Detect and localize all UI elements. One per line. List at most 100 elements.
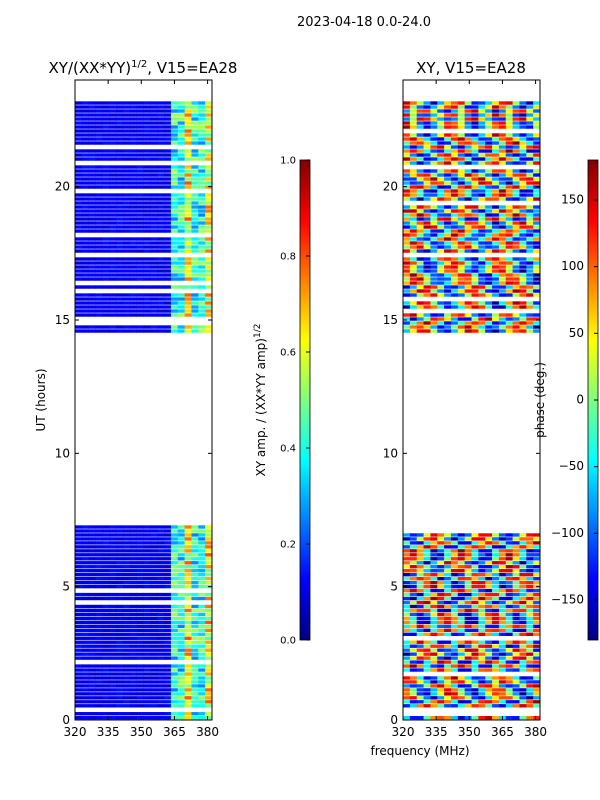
heatmap-cell bbox=[437, 561, 445, 565]
heatmap-cell bbox=[403, 265, 411, 269]
heatmap-cell bbox=[75, 553, 83, 557]
heatmap-cell bbox=[471, 321, 479, 325]
heatmap-cell bbox=[129, 545, 138, 549]
heatmap-cell bbox=[143, 557, 151, 561]
heatmap-cell bbox=[150, 704, 158, 708]
heatmap-cell bbox=[157, 177, 165, 181]
heatmap-cell bbox=[129, 716, 138, 720]
heatmap-cell bbox=[409, 541, 418, 545]
heatmap-cell bbox=[533, 321, 540, 325]
heatmap-cell bbox=[450, 533, 459, 537]
heatmap-cell bbox=[157, 165, 165, 169]
heatmap-cell bbox=[505, 696, 513, 700]
heatmap-cell bbox=[512, 265, 520, 269]
heatmap-cell bbox=[437, 620, 445, 625]
heatmap-cell bbox=[109, 688, 117, 692]
heatmap-cell bbox=[437, 584, 445, 589]
heatmap-cell bbox=[170, 157, 179, 161]
heatmap-cell bbox=[170, 285, 179, 289]
heatmap-cell bbox=[136, 684, 144, 688]
heatmap-cell bbox=[533, 121, 540, 125]
heatmap-cell bbox=[471, 573, 479, 577]
heatmap-cell bbox=[102, 305, 110, 309]
heatmap-cell bbox=[416, 109, 424, 113]
heatmap-cell bbox=[430, 592, 438, 597]
heatmap-cell bbox=[109, 181, 117, 185]
heatmap-cell bbox=[505, 624, 513, 629]
heatmap-cell bbox=[478, 612, 486, 617]
heatmap-cell bbox=[136, 692, 144, 696]
heatmap-cell bbox=[409, 545, 418, 549]
heatmap-cell bbox=[505, 169, 513, 173]
heatmap-cell bbox=[129, 628, 138, 633]
heatmap-cell bbox=[88, 201, 96, 205]
heatmap-cell bbox=[416, 596, 424, 601]
heatmap-cell bbox=[170, 576, 179, 581]
heatmap-cell bbox=[437, 277, 445, 281]
heatmap-cell bbox=[184, 261, 192, 265]
heatmap-cell bbox=[122, 137, 131, 141]
heatmap-cell bbox=[464, 233, 472, 237]
heatmap-cell bbox=[416, 569, 424, 573]
heatmap-cell bbox=[136, 125, 144, 129]
heatmap-cell bbox=[170, 592, 179, 597]
heatmap-cell bbox=[416, 640, 424, 644]
heatmap-cell bbox=[457, 696, 466, 700]
heatmap-cell bbox=[164, 592, 172, 597]
heatmap-cell bbox=[423, 269, 431, 273]
heatmap-cell bbox=[177, 117, 185, 121]
heatmap-cell bbox=[526, 293, 534, 297]
phase-colorbar-label: phase (deg.) bbox=[533, 362, 547, 438]
heatmap-cell bbox=[164, 117, 172, 121]
heatmap-cell bbox=[102, 273, 110, 277]
heatmap-cell bbox=[478, 233, 486, 237]
heatmap-cell bbox=[471, 668, 479, 672]
heatmap-cell bbox=[416, 261, 424, 265]
heatmap-cell bbox=[450, 269, 459, 273]
heatmap-cell bbox=[177, 668, 185, 672]
heatmap-cell bbox=[88, 193, 96, 197]
heatmap-cell bbox=[409, 537, 418, 541]
heatmap-cell bbox=[150, 213, 158, 217]
heatmap-cell bbox=[505, 105, 513, 109]
heatmap-cell bbox=[492, 588, 500, 593]
heatmap-cell bbox=[116, 133, 124, 137]
heatmap-cell bbox=[205, 297, 212, 301]
heatmap-cell bbox=[505, 329, 513, 333]
heatmap-cell bbox=[430, 169, 438, 173]
heatmap-cell bbox=[170, 620, 179, 625]
heatmap-cell bbox=[109, 221, 117, 225]
heatmap-cell bbox=[81, 153, 90, 157]
heatmap-cell bbox=[122, 241, 131, 245]
heatmap-cell bbox=[457, 624, 466, 629]
heatmap-cell bbox=[505, 584, 513, 589]
heatmap-cell bbox=[478, 537, 486, 541]
heatmap-cell bbox=[75, 636, 83, 640]
heatmap-cell bbox=[478, 321, 486, 325]
heatmap-cell bbox=[157, 712, 165, 716]
heatmap-cell bbox=[177, 205, 185, 209]
heatmap-cell bbox=[157, 249, 165, 253]
heatmap-cell bbox=[519, 305, 527, 309]
heatmap-cell bbox=[150, 624, 158, 629]
heatmap-cell bbox=[526, 604, 534, 609]
heatmap-cell bbox=[533, 592, 540, 597]
heatmap-cell bbox=[430, 105, 438, 109]
heatmap-cell bbox=[143, 277, 151, 281]
heatmap-cell bbox=[116, 680, 124, 684]
heatmap-cell bbox=[81, 692, 90, 696]
heatmap-cell bbox=[116, 305, 124, 309]
heatmap-cell bbox=[88, 325, 96, 329]
heatmap-cell bbox=[485, 277, 493, 281]
heatmap-cell bbox=[150, 696, 158, 700]
heatmap-cell bbox=[177, 640, 185, 644]
heatmap-cell bbox=[430, 700, 438, 704]
amplitude-axes-frame bbox=[74, 79, 213, 721]
heatmap-cell bbox=[170, 541, 179, 545]
heatmap-cell bbox=[450, 676, 459, 680]
heatmap-cell bbox=[184, 636, 192, 640]
heatmap-cell bbox=[437, 549, 445, 553]
heatmap-cell bbox=[512, 537, 520, 541]
heatmap-cell bbox=[157, 197, 165, 201]
heatmap-cell bbox=[136, 624, 144, 629]
